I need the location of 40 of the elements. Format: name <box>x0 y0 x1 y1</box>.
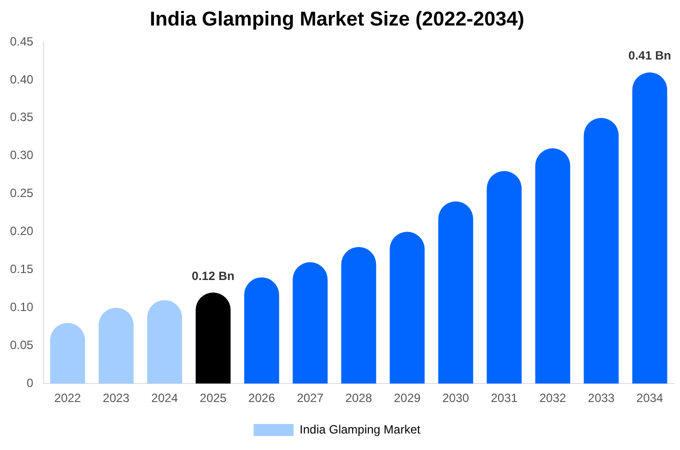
bar <box>438 201 474 384</box>
bar <box>244 277 280 384</box>
bar <box>292 262 328 384</box>
y-tick-label: 0.30 <box>10 148 34 162</box>
y-tick-label: 0.35 <box>10 110 34 124</box>
x-tick-label: 2032 <box>539 391 566 406</box>
y-tick-label: 0.15 <box>10 262 34 276</box>
y-tick-label: 0.45 <box>10 34 34 48</box>
y-tick-label: 0 <box>26 376 34 390</box>
x-tick-label: 2022 <box>54 391 82 406</box>
x-tick-label: 2027 <box>296 391 324 406</box>
y-tick-label: 0.20 <box>10 224 34 238</box>
bar <box>584 118 619 384</box>
x-tick-label: 2031 <box>490 391 518 406</box>
x-tick-label: 2025 <box>200 391 227 406</box>
data-label: 0.12 Bn <box>192 268 234 283</box>
y-tick-label: 0.10 <box>10 300 34 314</box>
y-tick-label: 0.40 <box>10 72 34 86</box>
bar <box>50 322 86 384</box>
bar <box>632 72 668 384</box>
bar <box>341 246 376 384</box>
bar <box>535 148 570 384</box>
x-tick-label: 2023 <box>102 391 130 406</box>
chart-title: India Glamping Market Size (2022-2034) <box>150 8 524 31</box>
x-tick-label: 2026 <box>248 391 276 406</box>
x-tick-label: 2034 <box>636 391 664 406</box>
y-tick-label: 0.25 <box>10 186 34 200</box>
data-label: 0.41 Bn <box>628 48 672 63</box>
x-tick-label: 2024 <box>151 391 178 406</box>
x-tick-label: 2028 <box>345 391 372 406</box>
bar <box>390 232 425 384</box>
bar <box>147 300 182 384</box>
x-tick-label: 2029 <box>394 391 421 406</box>
x-tick-label: 2033 <box>588 391 615 406</box>
y-tick-label: 0.05 <box>10 338 34 352</box>
bar <box>98 308 134 384</box>
bar <box>486 171 522 384</box>
bar <box>196 292 231 384</box>
legend-label: India Glamping Market <box>300 422 422 436</box>
x-tick-label: 2030 <box>442 391 470 406</box>
